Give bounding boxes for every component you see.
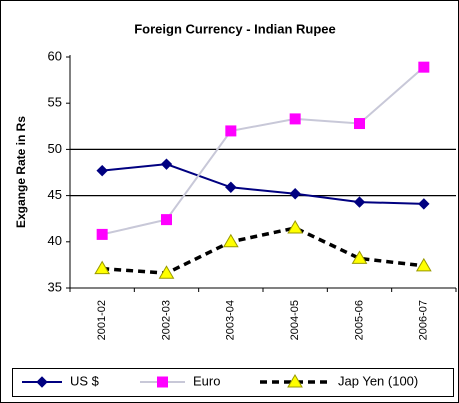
data-point	[96, 164, 108, 177]
data-point	[353, 196, 366, 208]
y-tick-label: 50	[48, 141, 62, 156]
y-tick-label: 35	[48, 279, 62, 294]
x-tick-label: 2001-02	[96, 300, 108, 340]
data-point	[94, 260, 111, 275]
legend-marker	[36, 376, 48, 388]
x-tick-label: 2003-04	[225, 300, 237, 340]
data-point	[96, 228, 108, 240]
legend-label: US $	[70, 373, 100, 388]
y-tick-label: 55	[48, 95, 62, 110]
legend-label: Euro	[193, 373, 220, 388]
legend-box	[12, 368, 454, 397]
y-axis-label: Exgange Rate in Rs	[14, 116, 28, 228]
x-tick-label: 2005-06	[353, 300, 365, 340]
data-point	[158, 265, 175, 279]
x-tick-label: 2006-07	[418, 300, 430, 340]
legend-label: Jap Yen (100)	[338, 373, 418, 388]
y-tick-label: 45	[48, 187, 62, 202]
data-point	[225, 125, 237, 137]
x-tick-label: 2004-05	[289, 300, 301, 340]
legend-marker	[157, 376, 168, 388]
x-tick-label: 2002-03	[160, 300, 172, 340]
series-line	[102, 226, 425, 275]
data-point	[354, 118, 365, 130]
data-point	[289, 188, 301, 200]
series-line	[102, 163, 424, 205]
data-point	[418, 198, 430, 210]
y-tick-label: 60	[48, 48, 62, 63]
data-point	[160, 158, 173, 170]
data-point	[161, 214, 172, 226]
data-point	[418, 61, 430, 73]
data-point	[222, 233, 239, 248]
y-tick-label: 40	[48, 233, 62, 248]
chart-title: Foreign Currency - Indian Rupee	[134, 21, 336, 36]
data-point	[287, 219, 304, 234]
data-point	[351, 250, 368, 264]
series-line	[101, 66, 425, 236]
data-point	[225, 181, 237, 193]
data-point	[289, 113, 301, 125]
data-point	[415, 257, 432, 272]
legend-marker	[287, 374, 303, 388]
